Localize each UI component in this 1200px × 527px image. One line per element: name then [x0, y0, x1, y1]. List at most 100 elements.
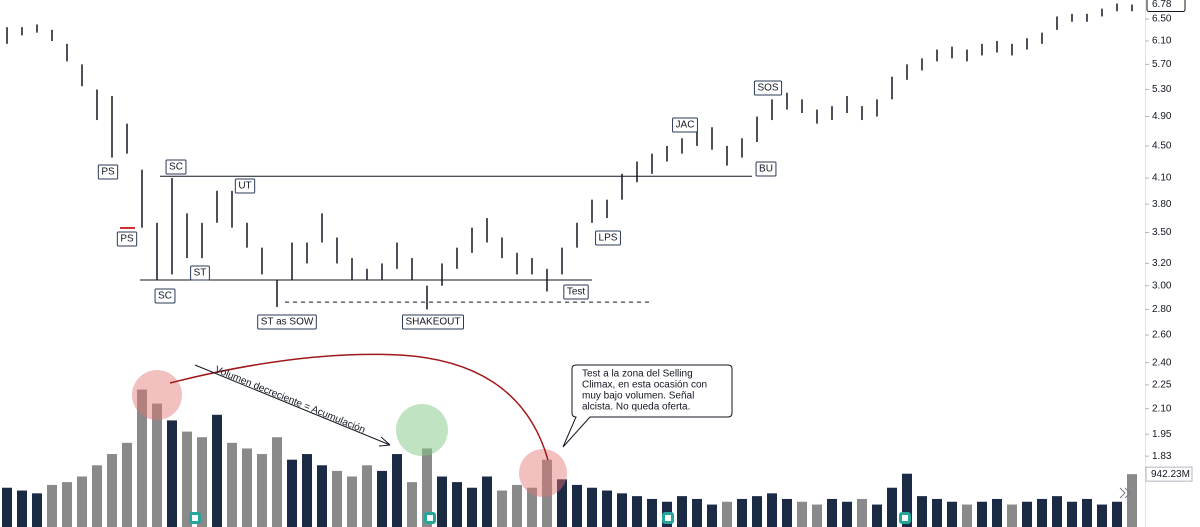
volume-bar	[647, 498, 657, 527]
volume-bar	[977, 501, 987, 527]
y-tick-label: 2.40	[1152, 357, 1172, 368]
earnings-badge-inner	[427, 515, 433, 521]
volume-bar	[1112, 501, 1122, 527]
volume-bar	[722, 501, 732, 527]
volume-bar	[992, 498, 1002, 527]
volume-bar	[212, 414, 222, 527]
volume-bar	[707, 504, 717, 527]
volume-bar	[437, 476, 447, 527]
y-tick-label: 5.30	[1152, 84, 1172, 95]
volume-label-box	[1145, 466, 1193, 482]
callout-box	[562, 364, 733, 448]
annotation-box	[401, 314, 465, 330]
volume-bar	[287, 459, 297, 527]
volume-bar	[332, 470, 342, 527]
annotation: JAC	[672, 117, 698, 133]
y-tick-label: 2.10	[1152, 403, 1172, 414]
volume-bar	[392, 454, 402, 527]
earnings-badge-inner	[902, 515, 908, 521]
annotation-label: ST as SOW	[261, 317, 314, 328]
callout-line: alcista. No queda oferta.	[582, 402, 690, 413]
volume-bar	[242, 448, 252, 527]
annotation-label: UT	[238, 181, 251, 192]
curve-arrow	[169, 353, 549, 461]
annotation: ST as SOW	[257, 314, 317, 330]
earnings-badge-inner	[665, 515, 671, 521]
volume-bar	[77, 476, 87, 527]
volume-bar	[167, 420, 177, 527]
annotation: UT	[234, 178, 256, 194]
volume-bar	[197, 437, 207, 527]
highlight-circle	[396, 404, 448, 456]
volume-bar	[302, 454, 312, 527]
volume-bar	[617, 493, 627, 527]
volume-bar	[1082, 498, 1092, 527]
y-tick-label: 3.50	[1152, 227, 1172, 238]
volume-bar	[362, 465, 372, 527]
volume-bar	[587, 487, 597, 527]
volume-bar	[482, 476, 492, 527]
annotation-label: LPS	[599, 233, 618, 244]
volume-bar	[737, 498, 747, 527]
y-tick-label: 3.20	[1152, 258, 1172, 269]
annotation-label: ST	[194, 268, 207, 279]
y-tick-label: 1.83	[1152, 451, 1172, 462]
arrow-head	[378, 436, 391, 447]
volume-bar	[407, 482, 417, 527]
y-tick-label: 6.10	[1152, 36, 1172, 47]
annotation: SHAKEOUT	[401, 314, 465, 330]
volume-bar	[962, 504, 972, 527]
volume-bar	[797, 501, 807, 527]
volume-bar	[1097, 504, 1107, 527]
y-tick-label: 4.50	[1152, 141, 1172, 152]
volume-bar	[152, 403, 162, 527]
volume-bar	[272, 437, 282, 527]
annotation: Test	[563, 284, 589, 300]
annotation-box	[97, 164, 119, 180]
volume-bar	[182, 431, 192, 527]
volume-bar	[752, 496, 762, 527]
volume-bar	[122, 442, 132, 527]
annotation-box	[753, 80, 783, 96]
volume-bar	[632, 496, 642, 527]
volume-bar	[527, 487, 537, 527]
volume-bar	[377, 470, 387, 527]
y-tick-label: 3.80	[1152, 199, 1172, 210]
volume-bar	[92, 465, 102, 527]
volume-bar	[497, 490, 507, 527]
volume-bar	[227, 442, 237, 527]
annotation: SOS	[753, 80, 783, 96]
y-tick-label: 2.60	[1152, 330, 1172, 341]
volume-bar	[842, 501, 852, 527]
volume-bar	[2, 487, 12, 527]
scroll-icon	[1119, 487, 1131, 499]
volume-bar	[317, 465, 327, 527]
annotation: SC	[154, 288, 176, 304]
volume-bar	[137, 389, 147, 527]
annotation-box	[595, 230, 621, 246]
annotation-box	[672, 117, 698, 133]
volume-bar	[902, 473, 912, 527]
volume-bar	[422, 448, 432, 527]
annotation-box	[234, 178, 256, 194]
annotation: PS	[116, 231, 138, 247]
volume-bar	[677, 496, 687, 527]
annotation-box	[154, 288, 176, 304]
volume-bar	[812, 504, 822, 527]
annotation-box	[116, 231, 138, 247]
volume-bar	[887, 487, 897, 527]
earnings-badge-inner	[192, 515, 198, 521]
volume-bar	[257, 454, 267, 527]
volume-bar	[1022, 501, 1032, 527]
volume-last-label: 942.23M	[1151, 469, 1190, 480]
arrow-line	[194, 364, 391, 446]
volume-bar	[47, 484, 57, 527]
annotation: SC	[165, 159, 187, 175]
volume-bar	[347, 476, 357, 527]
volume-bar	[572, 484, 582, 527]
annotation-label: SC	[158, 291, 172, 302]
volume-bar	[782, 498, 792, 527]
annotation-box	[563, 284, 589, 300]
